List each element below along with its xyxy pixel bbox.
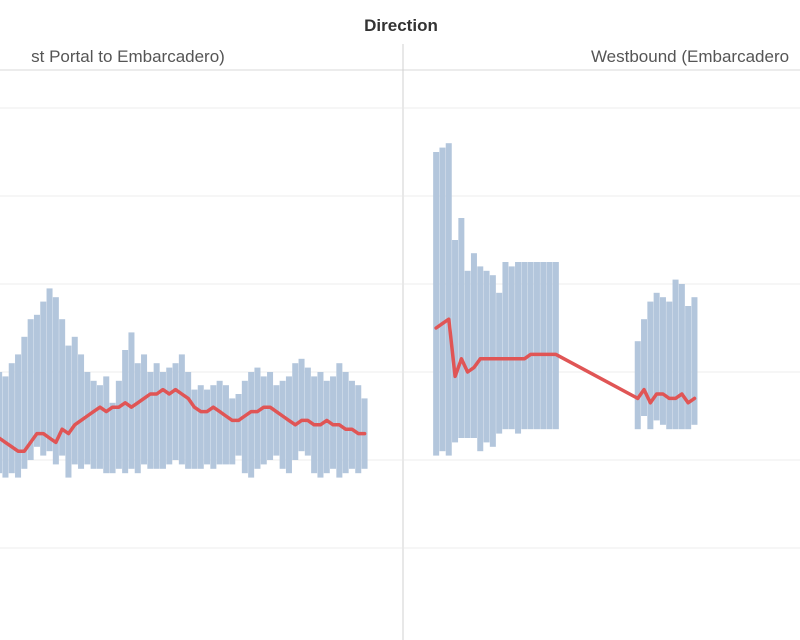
range-bar [433, 152, 440, 456]
range-bar [483, 270, 490, 443]
range-bar [153, 363, 160, 469]
range-bar [21, 336, 28, 469]
range-bar [470, 253, 477, 438]
range-bar [489, 275, 496, 447]
range-bar [515, 262, 522, 434]
range-bar [210, 385, 217, 469]
range-bar [342, 372, 349, 474]
range-bar [115, 380, 122, 469]
range-bar [304, 367, 311, 456]
range-bars-westbound [433, 143, 698, 456]
range-bar [2, 376, 9, 478]
range-bar [672, 279, 679, 430]
range-bar [691, 297, 698, 425]
range-bar [458, 218, 465, 438]
range-bar [33, 314, 40, 447]
range-bar [521, 262, 528, 430]
range-bar [508, 266, 515, 430]
range-bar [292, 363, 299, 460]
range-bar [103, 376, 110, 474]
range-bar [439, 147, 446, 452]
panel-westbound: Westbound (Embarcadero [404, 47, 800, 549]
range-bar [445, 143, 452, 456]
range-bar [540, 262, 547, 430]
range-bar [216, 380, 223, 465]
range-bar [27, 319, 34, 460]
range-bar [0, 372, 3, 474]
range-bar [65, 345, 72, 478]
range-bar [71, 336, 78, 465]
range-bar [147, 372, 154, 469]
range-bar [659, 297, 666, 425]
range-bar [527, 262, 534, 430]
range-bar [254, 367, 261, 469]
range-bar [502, 262, 509, 430]
range-bar [84, 372, 91, 465]
range-bar [546, 262, 553, 430]
range-bar [641, 319, 648, 416]
range-bar [685, 306, 692, 430]
range-bar [52, 297, 59, 465]
range-bar [78, 354, 85, 469]
range-bar [15, 354, 22, 478]
range-bar [285, 376, 292, 474]
median-line-westbound [434, 317, 697, 405]
range-bar [159, 372, 166, 469]
header-title: Direction [364, 16, 438, 35]
range-bar [109, 402, 116, 474]
range-bar [185, 372, 192, 469]
median-line [434, 317, 697, 405]
range-bar [178, 354, 185, 465]
range-bar [166, 367, 173, 465]
range-bar [141, 354, 148, 465]
panel-title-eastbound: st Portal to Embarcadero) [31, 47, 225, 66]
range-bar [134, 363, 141, 474]
range-bars-eastbound [0, 288, 368, 478]
range-bar [666, 301, 673, 430]
range-bar [323, 380, 330, 474]
median-line-eastbound [0, 387, 367, 453]
range-bar [464, 270, 471, 438]
range-bar [678, 284, 685, 430]
range-bar [634, 341, 641, 430]
range-bar [191, 389, 198, 469]
range-bar [348, 380, 355, 469]
panel-title-westbound: Westbound (Embarcadero [591, 47, 789, 66]
range-bar [533, 262, 540, 430]
range-bar [355, 385, 362, 474]
range-bar [647, 301, 654, 430]
range-bar [96, 385, 103, 469]
range-bar [552, 262, 559, 430]
range-bar [260, 376, 267, 465]
range-bar [46, 288, 53, 452]
median-line [0, 387, 367, 453]
range-bar [273, 385, 280, 456]
range-bar [172, 363, 179, 460]
range-bar [204, 389, 211, 465]
range-bar [8, 363, 15, 474]
range-bar [452, 240, 459, 443]
range-bar [336, 363, 343, 478]
range-bar [241, 380, 248, 474]
range-bar [128, 332, 135, 469]
range-bar [229, 398, 236, 465]
range-bar [248, 372, 255, 478]
range-bar [267, 372, 274, 460]
range-bar [59, 319, 66, 456]
range-bar [90, 380, 97, 469]
range-bar [279, 380, 286, 469]
panel-eastbound: st Portal to Embarcadero) [0, 47, 402, 549]
range-bar [496, 292, 503, 434]
range-bar [235, 394, 242, 456]
range-bar [40, 301, 47, 456]
range-bar [653, 292, 660, 421]
range-bar [330, 376, 337, 469]
range-bar [298, 358, 305, 452]
range-bar [122, 350, 129, 474]
range-bar [197, 385, 204, 469]
range-bar [222, 385, 229, 465]
